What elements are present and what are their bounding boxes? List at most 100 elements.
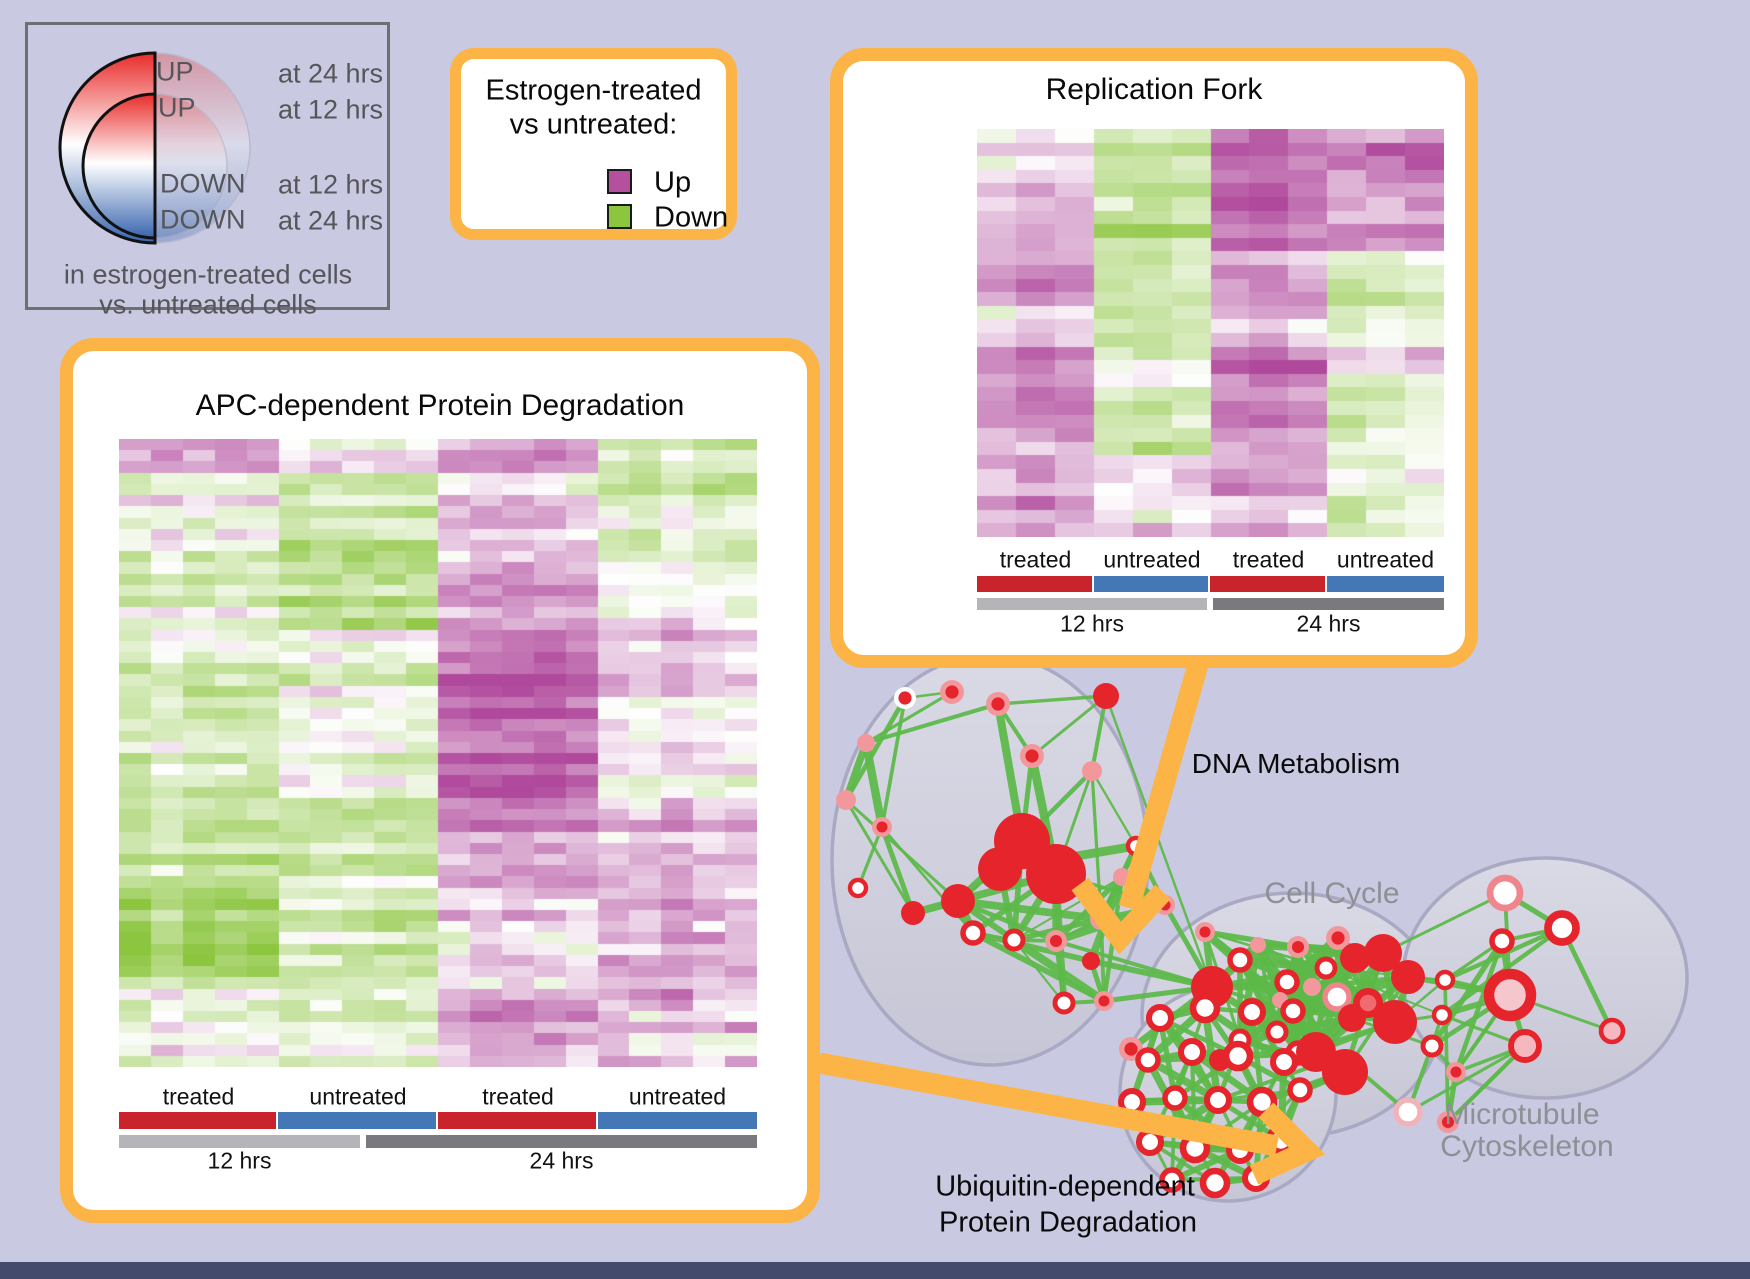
network-node [1145,1003,1175,1033]
network-node [1199,1167,1231,1199]
network-node [1052,991,1076,1015]
network-node [1025,749,1039,763]
arrow-apc-to-ubiquitin-shaft [817,1052,1279,1157]
network-node [1340,943,1370,973]
network-node [1359,994,1377,1012]
network-node [1124,1042,1138,1056]
network-edge [1030,694,1108,758]
network-bridge-edge [1054,939,1214,989]
network-node [1199,926,1211,938]
network-node [836,790,856,810]
network-edge [954,897,1105,923]
network-node [1189,992,1221,1024]
network-bridge-edge [844,798,915,915]
network-node [1450,1066,1462,1078]
network-node [1098,995,1110,1007]
network-node [1049,934,1063,948]
arrow-replication-to-dna-shaft [1118,658,1210,911]
network-node [1093,683,1119,709]
network-node [978,847,1022,891]
network-edge [1429,938,1505,1049]
replication-fork-title: Replication Fork [1045,73,1263,106]
treated-bar [438,1112,596,1129]
network-node [1222,1040,1254,1072]
arrow-apc-to-ubiquitin-head [1249,1102,1326,1185]
network-edge [842,739,870,804]
network-node [857,734,875,752]
network-node [1280,998,1306,1024]
network-node [1314,956,1338,980]
rail-24hrs [366,1135,757,1148]
condition-label: treated [1232,546,1305,573]
network-edge [1090,769,1138,848]
legend-up24-dir: UP [156,56,194,87]
network-edge [879,824,916,916]
network-edge [861,738,887,832]
network-bridge-edge [844,798,960,903]
network-node [898,691,912,705]
network-edge [996,694,1108,706]
untreated-bar [278,1112,436,1129]
network-node [1002,928,1026,952]
network-node [1508,1029,1542,1063]
legend-down12-time: at 12 hrs [278,169,384,200]
replication-fork-heatmap [977,129,1444,537]
condition-label: untreated [309,1083,407,1110]
network-node [1082,761,1102,781]
network-node [1489,928,1515,954]
updown-legend-title-2: vs untreated: [509,108,678,141]
network-node [1287,1077,1313,1103]
up-swatch [607,169,632,194]
arrow-replication-to-dna-head [1071,877,1171,955]
rail-12hrs [977,598,1207,610]
network-node [1026,844,1086,904]
network-node [1322,1049,1368,1095]
apc-heatmap [119,439,757,1067]
bottom-border [0,1262,1750,1279]
cluster-label: Microtubule [1444,1098,1600,1131]
network-node [1373,1000,1417,1044]
cluster-label: Ubiquitin-dependent [935,1170,1195,1203]
rail-12hrs [119,1135,360,1148]
cluster-label: Cell Cycle [1264,877,1400,910]
network-node [960,920,986,946]
rail-24hrs [1213,598,1444,610]
down-swatch [607,204,632,229]
network-bridge-edge [1446,1044,1527,1124]
network-edge [1443,978,1450,1124]
down-label: Down [654,201,729,234]
network-node [901,901,925,925]
untreated-bar [598,1112,757,1129]
legend-down12-dir: DOWN [160,168,246,199]
label-12hrs: 12 hrs [1060,610,1124,637]
network-node [1486,874,1524,912]
legend-caption-line2: vs. untreated cells [99,289,317,320]
condition-label: untreated [1336,546,1435,573]
network-node [1177,1037,1207,1067]
network-node [1364,934,1402,972]
network-bridge-edge [1325,967,1446,981]
network-node [945,685,959,699]
network-node [1598,1017,1626,1045]
untreated-bar [1327,576,1444,592]
network-node [1338,1004,1366,1032]
updown-legend-box: Estrogen-treated vs untreated: Up Down [450,48,737,240]
network-node [1135,1047,1161,1073]
inner-half-circle [81,92,157,240]
cluster-label: Cytoskeleton [1440,1130,1614,1163]
legend-up12-time: at 12 hrs [278,94,384,125]
network-node [1322,982,1352,1012]
network-node [1291,940,1305,954]
updown-legend-title-1: Estrogen-treated [485,74,702,107]
network-edge [1236,941,1262,1044]
apc-panel: APC-dependent Protein Degradation treate… [60,338,820,1223]
network-edge [1406,1044,1527,1114]
network-node [1393,1097,1423,1127]
legend-up24-time: at 24 hrs [278,58,384,89]
legend-down24-dir: DOWN [160,204,246,235]
up-label: Up [654,166,692,199]
legend-caption-line1: in estrogen-treated cells [63,259,353,290]
network-node [876,821,888,833]
network-node [1441,1115,1455,1129]
